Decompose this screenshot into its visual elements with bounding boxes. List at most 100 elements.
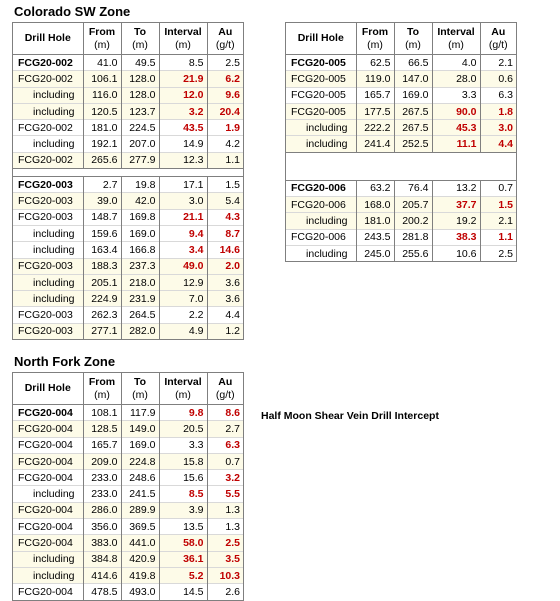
to-cell: 76.4 (393, 179, 432, 197)
drill-hole-cell: including (13, 566, 83, 584)
from-cell: 116.0 (82, 86, 121, 104)
au-cell: 2.7 (206, 420, 243, 438)
table-row: including 245.0 255.6 10.6 2.5 (286, 244, 516, 262)
drill-hole-cell: FCG20-002 (13, 70, 83, 88)
to-cell: 282.0 (120, 322, 159, 340)
interval-cell: 21.1 (158, 208, 207, 226)
drill-hole-cell: FCG20-004 (13, 469, 83, 486)
interval-cell: 5.2 (158, 566, 207, 584)
to-cell: 169.8 (120, 208, 159, 226)
interval-cell: 10.6 (431, 244, 480, 262)
au-cell: 6.2 (206, 70, 243, 88)
drill-hole-cell: including (13, 485, 83, 503)
interval-cell: 3.9 (158, 501, 207, 519)
table-row: including 192.1 207.0 14.9 4.2 (13, 135, 243, 153)
interval-cell: 14.9 (158, 135, 207, 153)
from-cell: 241.4 (355, 135, 394, 153)
from-cell: 165.7 (82, 436, 121, 454)
interval-cell: 3.4 (158, 241, 207, 259)
drill-hole-cell: FCG20-003 (13, 257, 83, 275)
table-row: FCG20-002 41.0 49.5 8.5 2.5 (13, 53, 243, 71)
interval-cell: 13.5 (158, 518, 207, 535)
to-header: To (m) (393, 23, 432, 55)
from-cell: 148.7 (82, 208, 121, 226)
interval-header: Interval (m) (158, 373, 207, 405)
drill-hole-header: Drill Hole (13, 23, 83, 55)
north-fork-zone-title: North Fork Zone (14, 354, 116, 369)
au-cell: 0.7 (206, 452, 243, 470)
to-cell: 224.5 (120, 119, 159, 136)
to-cell: 169.0 (393, 86, 432, 104)
interval-cell: 58.0 (158, 534, 207, 552)
interval-cell: 38.3 (431, 228, 480, 246)
table-row: FCG20-006 243.5 281.8 38.3 1.1 (286, 228, 516, 246)
table-row: FCG20-003 277.1 282.0 4.9 1.2 (13, 322, 243, 340)
drill-hole-cell: FCG20-004 (13, 583, 83, 600)
table-row: including 222.2 267.5 45.3 3.0 (286, 119, 516, 136)
table-row: FCG20-003 148.7 169.8 21.1 4.3 (13, 208, 243, 226)
from-header: From (m) (355, 23, 394, 55)
interval-cell: 9.4 (158, 224, 207, 242)
from-cell: 243.5 (355, 228, 394, 246)
table-row: including 414.6 419.8 5.2 10.3 (13, 566, 243, 584)
to-header: To (m) (120, 373, 159, 405)
to-header: To (m) (120, 23, 159, 55)
to-cell: 218.0 (120, 273, 159, 291)
table-row: including 241.4 252.5 11.1 4.4 (286, 135, 516, 153)
au-cell: 2.5 (206, 534, 243, 552)
table-row: FCG20-003 2.7 19.8 17.1 1.5 (13, 176, 243, 193)
from-cell: 120.5 (82, 102, 121, 120)
to-cell: 19.8 (120, 176, 159, 193)
interval-cell: 4.0 (431, 53, 480, 71)
interval-cell: 43.5 (158, 119, 207, 136)
au-cell: 4.4 (206, 306, 243, 324)
drill-hole-cell: FCG20-004 (13, 501, 83, 519)
interval-cell: 9.8 (158, 403, 207, 421)
drill-hole-cell: including (286, 119, 356, 136)
table-row: including 159.6 169.0 9.4 8.7 (13, 224, 243, 242)
au-cell: 8.7 (206, 224, 243, 242)
drill-hole-cell: including (13, 550, 83, 568)
table-row: FCG20-004 209.0 224.8 15.8 0.7 (13, 452, 243, 470)
to-cell: 149.0 (120, 420, 159, 438)
from-cell: 192.1 (82, 135, 121, 153)
from-cell: 177.5 (355, 102, 394, 120)
table-row: including 116.0 128.0 12.0 9.6 (13, 86, 243, 104)
drill-hole-cell: FCG20-002 (13, 151, 83, 169)
au-cell: 14.6 (206, 241, 243, 259)
to-cell: 205.7 (393, 196, 432, 213)
fcg20-005-006-assay-table: Drill Hole From (m) To (m) Interval (m) Au (g/t)… (285, 22, 517, 263)
from-cell: 163.4 (82, 241, 121, 259)
table-row: FCG20-003 262.3 264.5 2.2 4.4 (13, 306, 243, 324)
drill-hole-cell: FCG20-003 (13, 322, 83, 340)
au-cell: 3.6 (206, 290, 243, 307)
drill-hole-cell: including (13, 102, 83, 120)
to-cell: 123.7 (120, 102, 159, 120)
au-cell: 6.3 (206, 436, 243, 454)
au-cell: 1.3 (206, 518, 243, 535)
table-row: FCG20-004 286.0 289.9 3.9 1.3 (13, 501, 243, 519)
table-row: FCG20-002 265.6 277.9 12.3 1.1 (13, 151, 243, 169)
from-header: From (m) (82, 23, 121, 55)
from-cell: 286.0 (82, 501, 121, 519)
to-cell: 128.0 (120, 86, 159, 104)
drill-hole-cell: FCG20-002 (13, 119, 83, 136)
from-cell: 478.5 (82, 583, 121, 600)
table-row: FCG20-003 39.0 42.0 3.0 5.4 (13, 192, 243, 210)
to-cell: 252.5 (393, 135, 432, 153)
north-fork-assay-table: Drill Hole From (m) To (m) Interval (m) Au (g/t)… (12, 372, 244, 601)
table-row: including 205.1 218.0 12.9 3.6 (13, 273, 243, 291)
from-cell: 205.1 (82, 273, 121, 291)
header-row: Drill Hole From (m) To (m) Interval (m) Au (g/t) (13, 23, 243, 55)
au-cell: 4.2 (206, 135, 243, 153)
drill-hole-cell: including (13, 135, 83, 153)
au-cell: 1.3 (206, 501, 243, 519)
drill-hole-cell: FCG20-006 (286, 179, 356, 197)
drill-hole-cell: FCG20-003 (13, 208, 83, 226)
from-header: From (m) (82, 373, 121, 405)
interval-cell: 8.5 (158, 53, 207, 71)
au-cell: 2.0 (206, 257, 243, 275)
from-cell: 245.0 (355, 244, 394, 262)
drill-hole-cell: including (13, 241, 83, 259)
from-cell: 165.7 (355, 86, 394, 104)
